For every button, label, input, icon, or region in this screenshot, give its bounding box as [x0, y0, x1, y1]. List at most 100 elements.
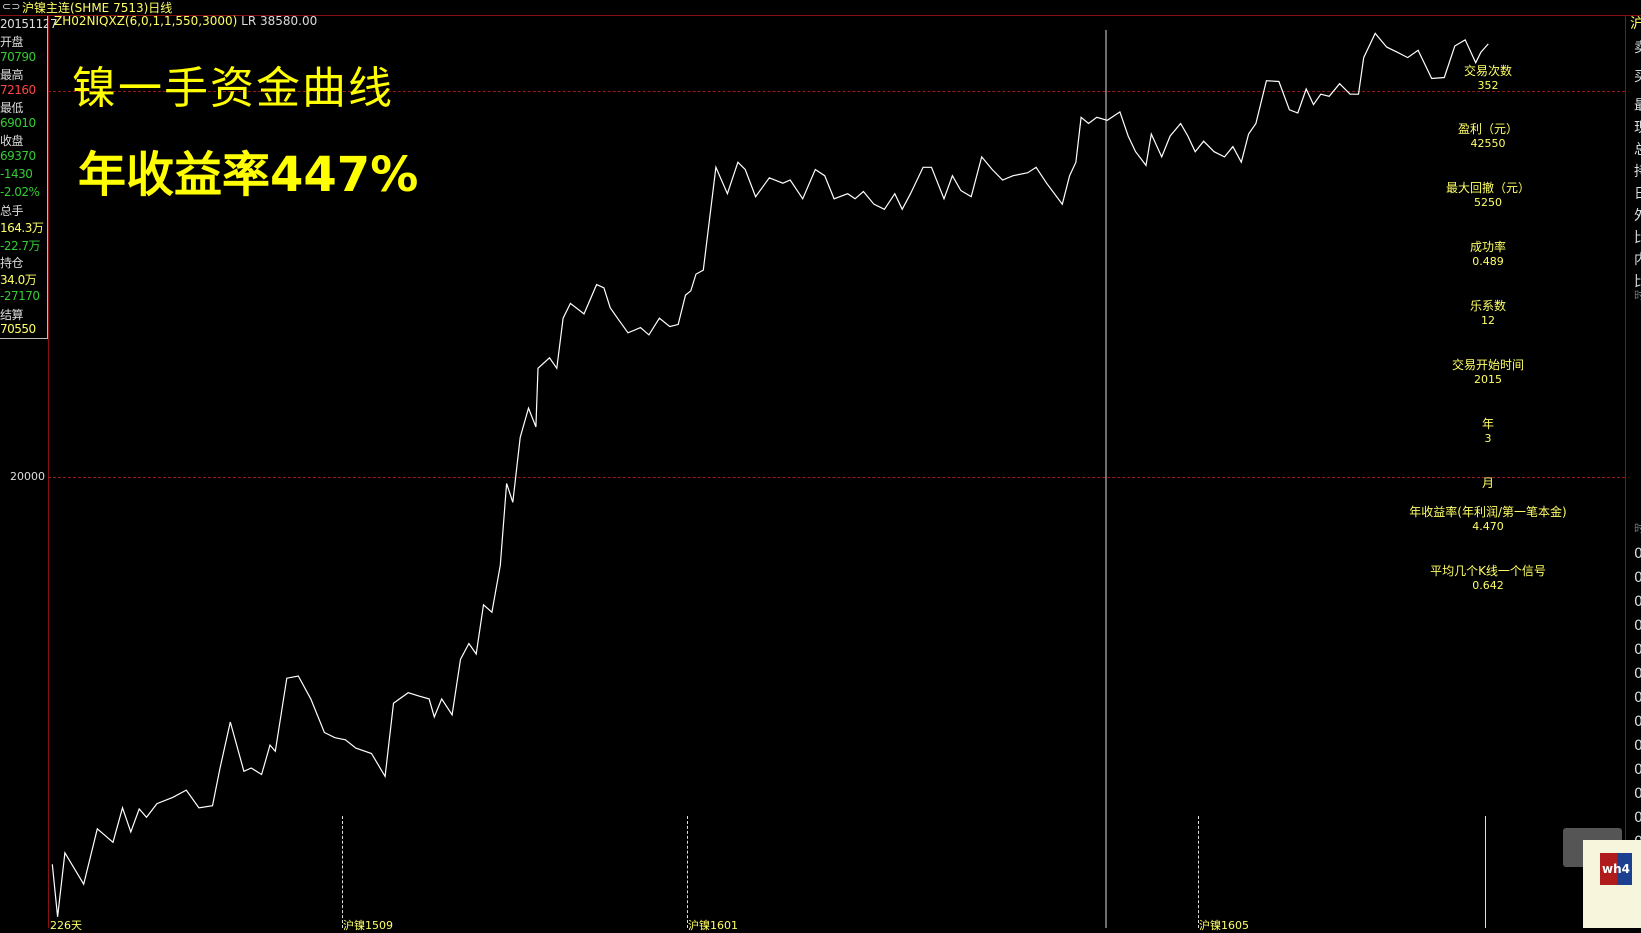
high-value: 72160: [0, 83, 36, 97]
time-row: 0: [1634, 666, 1641, 682]
grid-line-20000: [48, 477, 1625, 478]
time-row: 0: [1634, 762, 1641, 778]
overlay-title: 镍一手资金曲线: [72, 63, 394, 114]
right-header: 沪: [1630, 16, 1641, 32]
stat-value: 0.489: [1472, 255, 1504, 268]
stat-value: 42550: [1470, 137, 1506, 150]
time-row: 0: [1634, 714, 1641, 730]
stat-label: 年: [1481, 417, 1494, 431]
right-row-label: 持: [1634, 164, 1641, 180]
right-row-label: 比: [1634, 230, 1641, 246]
time-row: 0: [1634, 786, 1641, 802]
stat-label: 盈利（元）: [1457, 122, 1518, 136]
stat-label: 乐系数: [1469, 299, 1506, 313]
low-label: 最低: [0, 101, 24, 115]
right-row-label: 现: [1634, 120, 1641, 136]
stat-item: 成功率 0.489: [1328, 238, 1641, 268]
stat-item: 交易次数 352: [1328, 62, 1641, 92]
time-row: 0: [1634, 642, 1641, 658]
low-value: 69010: [0, 116, 36, 130]
y-tick-20000: 20000: [10, 470, 45, 483]
x-label: 沪镍1601: [688, 919, 738, 932]
right-row-label: 比: [1634, 274, 1641, 290]
change-pct-value: -2.02%: [0, 185, 40, 199]
right-row-label: 卖: [1634, 40, 1641, 56]
time-row: 0: [1634, 690, 1641, 706]
x-label: 沪镍1605: [1199, 919, 1249, 932]
window-title-bar: ⊂⊃ 沪镍主连(SHME 7513)日线: [0, 0, 1641, 16]
contract-divider: [1198, 816, 1199, 928]
wh4-logo-icon: wh4: [1600, 853, 1632, 885]
open-value: 70790: [0, 50, 36, 64]
right-row-label: 外: [1634, 208, 1641, 224]
right-row-label: 内: [1634, 252, 1641, 268]
right-row-label: 日: [1634, 186, 1641, 202]
stat-value: 2015: [1474, 373, 1502, 386]
time-row: 0: [1634, 618, 1641, 634]
volume-label: 总手: [0, 204, 24, 218]
x-label: 沪镍1509: [343, 919, 393, 932]
settle-value: 70550: [0, 322, 36, 336]
stat-value: 0.642: [1472, 579, 1504, 592]
stat-value: 352: [1477, 79, 1499, 92]
stat-label: 交易次数: [1463, 64, 1512, 78]
chart-left-border: [48, 16, 49, 928]
time-row: 0: [1634, 594, 1641, 610]
right-row-label: 总: [1634, 142, 1641, 158]
stat-label: 月: [1481, 476, 1494, 490]
stat-label: 平均几个K线一个信号: [1430, 564, 1546, 578]
quote-date: 20151127: [0, 17, 58, 31]
overlay-subtitle: 年收益率447%: [78, 147, 419, 203]
stat-item: 交易开始时间 2015: [1328, 356, 1641, 386]
right-quote-panel: 沪 卖买最现总持日外比内比时时0000000000000: [1625, 16, 1641, 928]
window-title: 沪镍主连(SHME 7513)日线: [22, 1, 173, 15]
watermark-box: wh4: [1583, 840, 1641, 928]
close-label: 收盘: [0, 134, 24, 148]
settle-label: 结算: [0, 308, 24, 322]
x-label: 226天: [50, 919, 82, 932]
stat-item: 平均几个K线一个信号 0.642: [1328, 562, 1641, 592]
close-value: 69370: [0, 149, 36, 163]
stat-item: 乐系数 12: [1328, 297, 1641, 327]
indicator-line: ZH02NIQXZ(6,0,1,1,550,3000) LR 38580.00: [54, 14, 317, 28]
right-row-label: 买: [1634, 69, 1641, 85]
indicator-name: ZH02NIQXZ(6,0,1,1,550,3000): [54, 14, 238, 28]
quote-panel: 20151127 开盘 70790 最高 72160 最低 69010 收盘 6…: [0, 16, 58, 339]
oi-change-value: -27170: [0, 289, 40, 303]
time-header: 时: [1634, 522, 1641, 535]
oi-value: 34.0万: [0, 273, 37, 287]
time-row: 0: [1634, 570, 1641, 586]
indicator-lr: LR 38580.00: [241, 14, 318, 28]
stat-value: 12: [1481, 314, 1495, 327]
stat-label: 年收益率(年利润/第一笔本金): [1409, 505, 1567, 519]
stat-value: 3: [1484, 432, 1492, 445]
equity-curve-line: [51, 32, 1489, 917]
volume-change-value: -22.7万: [0, 239, 41, 253]
time-row: 0: [1634, 546, 1641, 562]
contract-divider: [342, 816, 343, 928]
time-header: 时: [1634, 289, 1641, 302]
time-row: 0: [1634, 810, 1641, 826]
stat-item: 年收益率(年利润/第一笔本金) 4.470: [1328, 503, 1641, 533]
change-value: -1430: [0, 167, 33, 181]
oi-label: 持仓: [0, 256, 24, 270]
right-row-label: 最: [1634, 98, 1641, 114]
volume-value: 164.3万: [0, 221, 44, 235]
stat-label: 成功率: [1469, 240, 1506, 254]
stat-item: 月: [1328, 474, 1641, 491]
stat-label: 交易开始时间: [1451, 358, 1524, 372]
stat-value: 4.470: [1472, 520, 1504, 533]
open-label: 开盘: [0, 35, 24, 49]
stat-value: 5250: [1474, 196, 1502, 209]
contract-divider: [687, 816, 688, 928]
time-row: 0: [1634, 738, 1641, 754]
link-icon[interactable]: ⊂⊃: [2, 0, 21, 13]
stat-item: 最大回撤（元） 5250: [1328, 179, 1641, 209]
last-bar-line: [1485, 816, 1486, 928]
high-label: 最高: [0, 68, 24, 82]
stat-label: 最大回撤（元）: [1445, 181, 1530, 195]
stat-item: 盈利（元） 42550: [1328, 120, 1641, 150]
grid-line-top: [48, 91, 1625, 92]
